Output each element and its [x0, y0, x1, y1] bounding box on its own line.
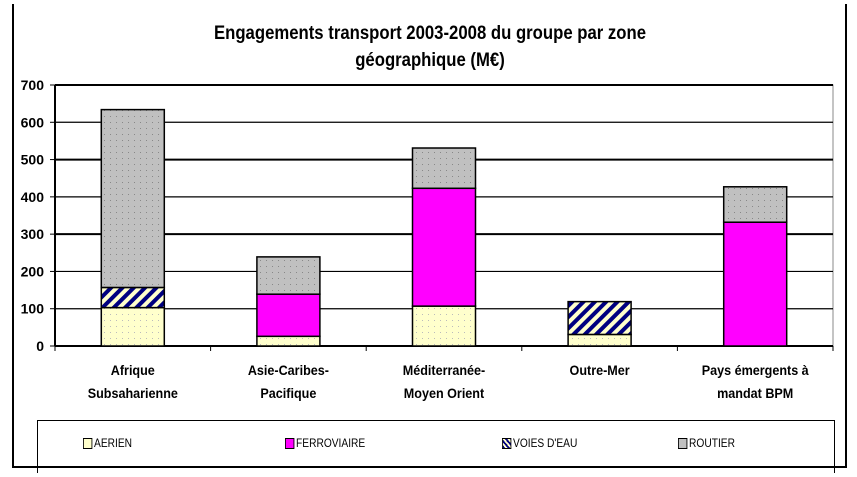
legend-label: FERROVIAIRE — [296, 436, 366, 450]
legend-item: VOIES D'EAU — [502, 436, 577, 450]
x-tick-label: Outre-Mer — [570, 362, 630, 378]
legend-label: AERIEN — [94, 436, 133, 450]
bar-routier-0 — [100, 108, 166, 289]
bar-aerien-1 — [256, 335, 321, 347]
y-tick-label: 600 — [21, 114, 45, 130]
legend-swatch — [83, 437, 93, 449]
x-tick-label: Subsaharienne — [88, 385, 178, 401]
legend-item: AERIEN — [83, 436, 132, 450]
bar-ferroviaire-1 — [256, 293, 321, 338]
bar-routier-4 — [722, 186, 788, 223]
legend-swatch — [285, 437, 295, 449]
x-tick-label: Afrique — [111, 362, 155, 378]
legend-swatch — [502, 437, 512, 449]
y-tick-label: 700 — [21, 77, 45, 93]
bar-routier-2 — [411, 147, 477, 190]
x-tick-label: Asie-Caribes- — [248, 362, 329, 378]
title-line-1: Engagements transport 2003-2008 du group… — [213, 23, 647, 44]
y-tick-label: 100 — [21, 301, 45, 317]
x-tick-label: Moyen Orient — [404, 385, 485, 401]
bar-ferroviaire-4 — [722, 221, 788, 347]
chart-frame — [12, 4, 847, 468]
x-tick-label: Pacifique — [260, 385, 316, 401]
legend-label: ROUTIER — [689, 436, 735, 450]
bar-aerien-3 — [567, 333, 632, 347]
legend-item: ROUTIER — [678, 436, 735, 450]
bar-routier-1 — [256, 256, 321, 295]
bar-ferroviaire-2 — [411, 187, 477, 307]
y-tick-label: 300 — [21, 226, 45, 242]
bar-voies-d-eau-3 — [567, 300, 632, 336]
bar-aerien-0 — [100, 306, 166, 347]
y-tick-label: 0 — [36, 338, 44, 354]
legend-label: VOIES D'EAU — [513, 436, 578, 450]
y-tick-label: 200 — [21, 263, 45, 279]
bar-voies-d-eau-0 — [100, 286, 166, 309]
y-tick-label: 400 — [21, 189, 45, 205]
x-tick-label: mandat BPM — [717, 385, 793, 401]
legend-swatch — [678, 437, 688, 449]
y-tick-label: 500 — [21, 152, 45, 168]
legend: AERIEN FERROVIAIRE VOIES D'EAU ROUTIER — [37, 420, 835, 473]
bar-aerien-2 — [411, 305, 477, 347]
title-line-2: géographique (M€) — [355, 50, 505, 71]
legend-item: FERROVIAIRE — [285, 436, 365, 450]
x-tick-label: Méditerranée- — [403, 362, 485, 378]
x-tick-label: Pays émergents à — [702, 362, 810, 378]
chart-title: Engagements transport 2003-2008 du group… — [140, 20, 721, 74]
